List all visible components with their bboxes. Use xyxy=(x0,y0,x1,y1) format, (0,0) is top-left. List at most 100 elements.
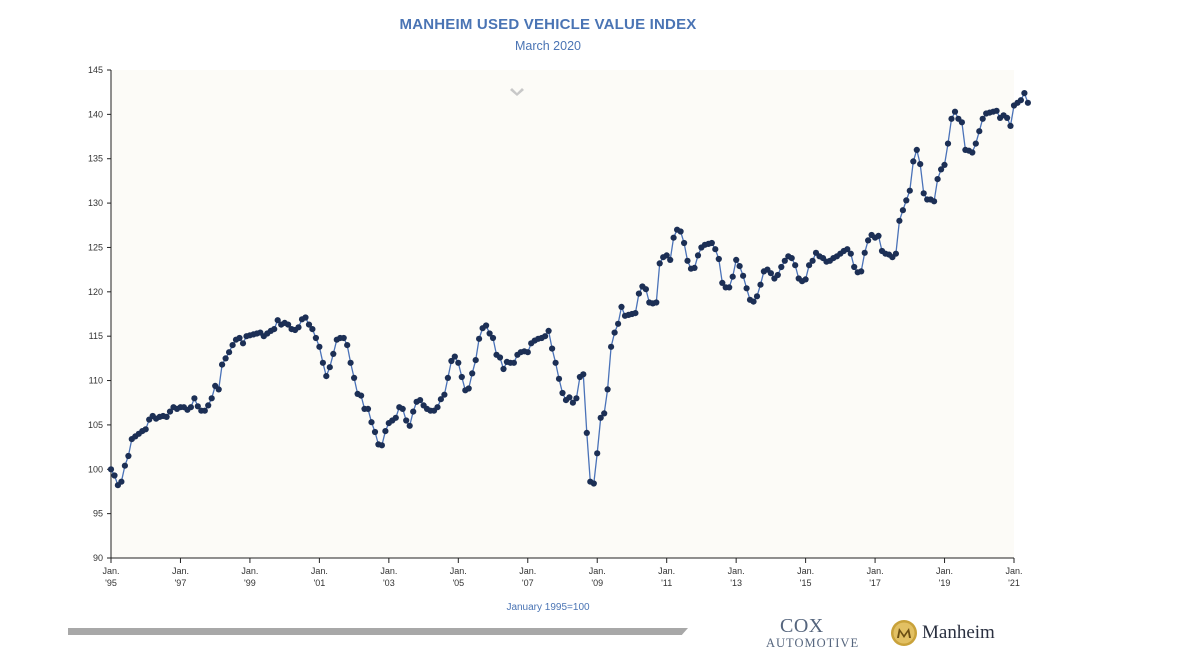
data-point xyxy=(938,166,945,173)
data-point xyxy=(733,256,740,263)
data-point xyxy=(788,255,795,262)
data-point xyxy=(312,334,319,342)
data-point xyxy=(632,310,639,317)
data-point xyxy=(861,249,868,256)
chart-subtitle: March 2020 xyxy=(514,39,581,53)
data-point xyxy=(774,271,781,279)
data-point xyxy=(406,422,413,429)
data-point xyxy=(555,375,563,382)
data-point xyxy=(219,361,226,368)
plot-background xyxy=(111,70,1014,558)
data-point xyxy=(757,281,764,288)
y-tick-label: 145 xyxy=(88,65,103,75)
data-point xyxy=(340,334,347,342)
data-point xyxy=(403,417,410,424)
data-point xyxy=(226,349,233,356)
x-tick-label: Jan. xyxy=(658,566,675,576)
data-point xyxy=(437,396,444,403)
data-point xyxy=(601,410,608,417)
data-point xyxy=(993,107,1000,114)
data-point xyxy=(615,320,622,327)
data-point xyxy=(302,314,309,321)
data-point xyxy=(951,108,959,115)
data-point xyxy=(486,330,493,337)
series-layer xyxy=(107,90,1031,489)
data-point xyxy=(236,334,243,342)
data-point xyxy=(364,405,372,412)
data-point xyxy=(729,273,736,280)
data-point xyxy=(410,408,417,415)
data-point xyxy=(958,119,966,126)
data-point xyxy=(753,293,761,300)
scroll-down-chevron-icon[interactable] xyxy=(510,88,524,96)
data-point xyxy=(917,161,924,168)
data-point xyxy=(441,391,448,398)
x-tick-label: Jan. xyxy=(797,566,814,576)
manheim-logo: Manheim xyxy=(890,619,995,647)
data-point xyxy=(847,250,854,257)
data-point xyxy=(944,140,952,147)
data-point xyxy=(316,343,323,350)
data-point xyxy=(194,403,201,410)
data-point xyxy=(344,342,351,349)
data-point xyxy=(972,140,979,147)
data-point xyxy=(608,343,615,350)
data-point xyxy=(736,263,743,270)
data-point xyxy=(635,290,643,297)
data-point xyxy=(239,340,247,347)
data-point xyxy=(948,115,955,122)
y-tick-label: 95 xyxy=(93,509,103,519)
data-point xyxy=(347,359,354,366)
data-point xyxy=(351,374,358,381)
data-point xyxy=(681,239,688,247)
manheim-logo-text: Manheim xyxy=(922,622,995,643)
data-point xyxy=(913,146,920,153)
data-point xyxy=(271,326,278,333)
data-point xyxy=(458,373,465,381)
y-tick-label: 135 xyxy=(88,154,103,164)
data-point xyxy=(434,404,441,411)
data-point xyxy=(215,386,222,393)
data-point xyxy=(778,263,785,271)
data-point xyxy=(549,345,556,352)
data-point xyxy=(222,355,229,362)
data-point xyxy=(545,327,552,334)
chart-note: January 1995=100 xyxy=(506,602,590,613)
data-point xyxy=(740,272,747,279)
x-tick-label: '07 xyxy=(522,578,534,588)
x-tick-label: '15 xyxy=(800,578,812,588)
data-point xyxy=(979,115,986,122)
data-point xyxy=(597,414,604,421)
data-point xyxy=(670,234,677,241)
x-tick-label: Jan. xyxy=(867,566,884,576)
x-tick-label: '05 xyxy=(452,578,464,588)
data-point xyxy=(569,399,577,406)
data-point xyxy=(358,392,365,399)
data-point xyxy=(305,321,313,328)
data-point xyxy=(875,232,882,239)
data-point xyxy=(378,442,385,449)
data-point xyxy=(781,257,788,264)
x-tick-label: '09 xyxy=(591,578,603,588)
data-point xyxy=(208,395,215,402)
axes: 90 95 100 105 110 115 120 125 130 135 140 145 Jan. '9… xyxy=(88,65,1023,588)
y-tick-label: 105 xyxy=(88,420,103,430)
data-point xyxy=(712,246,719,253)
data-point xyxy=(111,472,118,479)
data-point xyxy=(107,466,115,473)
data-point xyxy=(191,395,198,402)
data-point xyxy=(121,462,128,469)
x-tick-label: '99 xyxy=(244,578,256,588)
data-point xyxy=(542,333,549,340)
data-point xyxy=(677,228,684,235)
x-tick-label: '03 xyxy=(383,578,395,588)
data-point xyxy=(618,303,625,310)
y-tick-label: 115 xyxy=(89,331,103,341)
x-tick-label: Jan. xyxy=(728,566,745,576)
x-tick-label: Jan. xyxy=(450,566,467,576)
data-point xyxy=(691,264,698,271)
data-point xyxy=(382,428,389,435)
data-point xyxy=(448,357,455,365)
x-tick-label: Jan. xyxy=(380,566,397,576)
data-point xyxy=(483,322,490,329)
